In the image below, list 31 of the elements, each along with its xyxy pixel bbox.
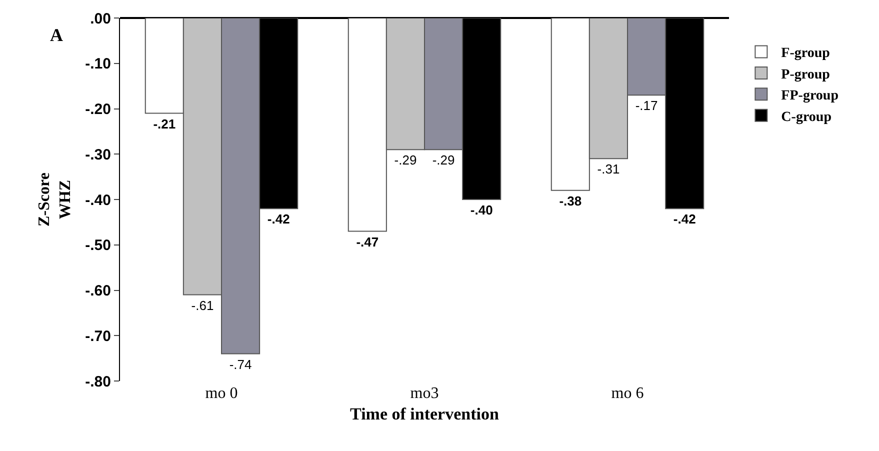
x-tick-label: mo 0 (205, 385, 238, 402)
data-label: -.21 (153, 116, 176, 132)
data-label: -.61 (191, 298, 214, 313)
y-tick-label: -.50 (85, 237, 111, 254)
data-label: -.40 (470, 202, 493, 218)
legend-label: FP-group (781, 88, 839, 104)
data-label: -.29 (394, 152, 417, 168)
y-axis-title: Z-Score WHZ (36, 172, 74, 226)
legend-label: C-group (781, 110, 832, 125)
data-label: -.17 (635, 98, 658, 114)
y-tick-label: -.30 (85, 146, 111, 164)
data-label: -.74 (229, 356, 252, 372)
y-tick-label: -.40 (85, 192, 111, 209)
data-label: -.47 (356, 234, 379, 250)
y-tick-label: -.80 (85, 373, 111, 390)
legend-label: F-group (781, 46, 830, 62)
x-tick-label: mo3 (410, 385, 439, 402)
data-label: -.42 (267, 212, 290, 227)
x-axis-title: Time of intervention (350, 404, 500, 424)
y-tick-label: -.70 (85, 328, 111, 345)
chart-title: A (50, 25, 63, 45)
data-label: -.31 (597, 162, 620, 177)
x-tick-label: mo 6 (611, 385, 644, 402)
y-tick-label: .00 (90, 10, 111, 28)
data-label: -.38 (559, 193, 582, 208)
y-tick-label: -.20 (85, 101, 111, 118)
y-tick-label: -.60 (85, 282, 111, 300)
data-label: -.29 (432, 152, 455, 168)
legend-label: P-group (781, 67, 830, 82)
data-label: -.42 (673, 212, 696, 227)
y-tick-label: -.10 (85, 56, 111, 73)
